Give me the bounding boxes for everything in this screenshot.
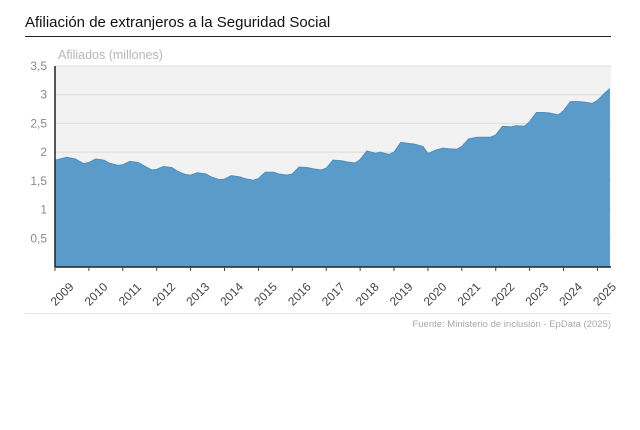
y-tick-label: 3,5 — [30, 59, 47, 73]
area-chart: 0,5 1 1,5 2 2,5 3 3,5 2009 2010 2011 2012 2013 2014… — [30, 48, 619, 309]
title-divider — [25, 36, 611, 37]
affiliates-area — [54, 87, 610, 268]
x-tick-label: 2015 — [251, 280, 280, 309]
x-tick-label: 2018 — [353, 280, 382, 309]
x-tick-label: 2017 — [319, 280, 348, 309]
x-tick-label: 2019 — [387, 280, 416, 309]
x-tick-label: 2025 — [590, 280, 619, 309]
x-tick-label: 2023 — [522, 280, 551, 309]
source-note: Fuente: Ministerio de inclusión - EpData… — [412, 319, 611, 330]
y-tick-label: 0,5 — [30, 231, 47, 245]
chart-title: Afiliación de extranjeros a la Seguridad… — [25, 14, 331, 31]
y-tick-label: 3 — [40, 88, 47, 102]
x-tick-label: 2011 — [116, 280, 144, 308]
y-tick-label: 1,5 — [30, 174, 47, 188]
y-tick-label: 2,5 — [30, 116, 47, 130]
x-tick-label: 2010 — [82, 280, 111, 309]
x-tick-label: 2014 — [217, 280, 246, 309]
x-tick-label: 2021 — [455, 280, 484, 309]
x-tick-label: 2022 — [489, 280, 518, 309]
x-tick-label: 2024 — [556, 280, 585, 309]
x-tick-label: 2020 — [421, 280, 450, 309]
x-tick-label: 2009 — [48, 280, 77, 309]
x-axis: 2009 2010 2011 2012 2013 2014 2015 2016 2017 2018… — [48, 266, 619, 309]
y-tick-label: 1 — [40, 203, 47, 217]
x-tick-label: 2016 — [285, 280, 314, 309]
x-tick-label: 2013 — [183, 280, 212, 309]
y-axis-label: Afiliados (millones) — [58, 48, 163, 62]
x-tick-label: 2012 — [149, 280, 178, 309]
y-axis: 0,5 1 1,5 2 2,5 3 3,5 — [30, 59, 56, 267]
y-tick-label: 2 — [40, 145, 47, 159]
footer-divider — [25, 313, 611, 314]
